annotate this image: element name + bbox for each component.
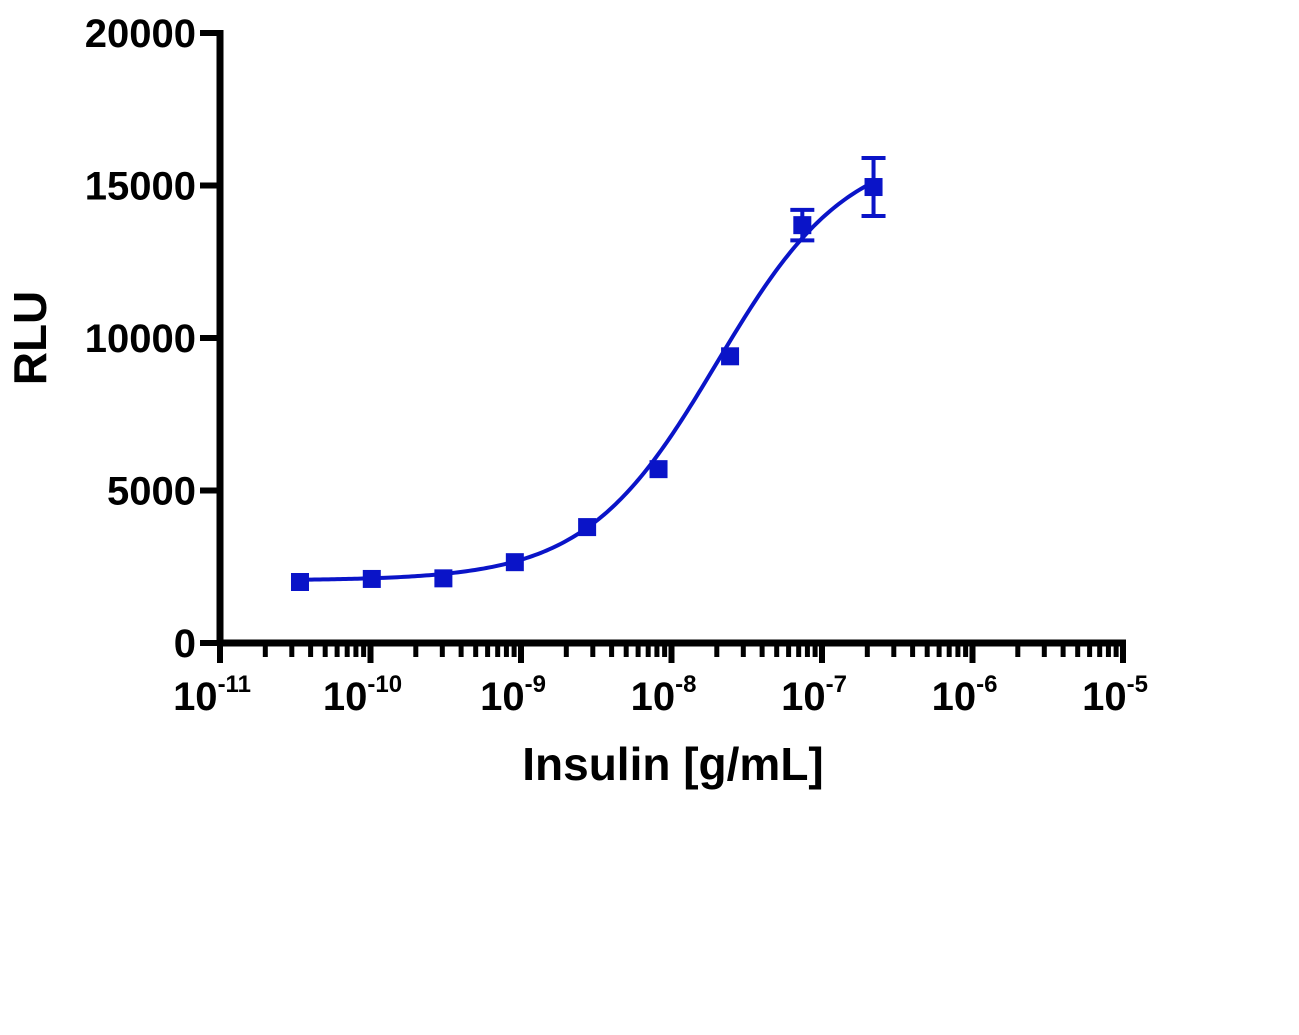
- x-tick-label: 10-11: [173, 671, 251, 719]
- x-tick-base: 10: [323, 675, 368, 719]
- x-tick-exponent: -10: [367, 671, 402, 698]
- x-tick-base: 10: [631, 675, 676, 719]
- x-tick-exponent: -11: [218, 671, 251, 698]
- data-point: [793, 216, 812, 235]
- x-tick-base: 10: [781, 675, 826, 719]
- data-point: [362, 569, 381, 588]
- x-tick-label: 10-6: [932, 671, 998, 719]
- x-tick-exponent: -9: [525, 671, 546, 698]
- data-point: [721, 347, 740, 366]
- x-tick-label: 10-7: [781, 671, 847, 719]
- data-points: [290, 156, 886, 591]
- y-tick-label: 10000: [85, 317, 196, 361]
- x-tick-label: 10-9: [480, 671, 546, 719]
- x-tick-label: 10-10: [323, 671, 402, 719]
- y-tick-label: 20000: [85, 12, 196, 56]
- data-point: [434, 569, 453, 588]
- x-tick-exponent: -7: [826, 671, 847, 698]
- x-tick-exponent: -8: [675, 671, 696, 698]
- x-tick-label: 10-5: [1082, 671, 1148, 719]
- x-tick-base: 10: [173, 675, 218, 719]
- data-point: [578, 518, 597, 537]
- x-tick-exponent: -5: [1127, 671, 1148, 698]
- x-tick-base: 10: [1082, 675, 1127, 719]
- data-point: [649, 460, 668, 479]
- x-tick-exponent: -6: [976, 671, 997, 698]
- y-tick-label: 0: [174, 622, 196, 666]
- data-point: [290, 573, 309, 591]
- x-tick-base: 10: [932, 675, 977, 719]
- y-tick-label: 5000: [107, 470, 196, 514]
- x-tick-base: 10: [480, 675, 525, 719]
- x-tick-label: 10-8: [631, 671, 697, 719]
- data-point: [505, 553, 524, 572]
- x-axis-title: Insulin [g/mL]: [522, 738, 824, 790]
- y-tick-label: 15000: [85, 165, 196, 209]
- data-point: [864, 178, 883, 197]
- y-axis-title: RLU: [4, 291, 56, 386]
